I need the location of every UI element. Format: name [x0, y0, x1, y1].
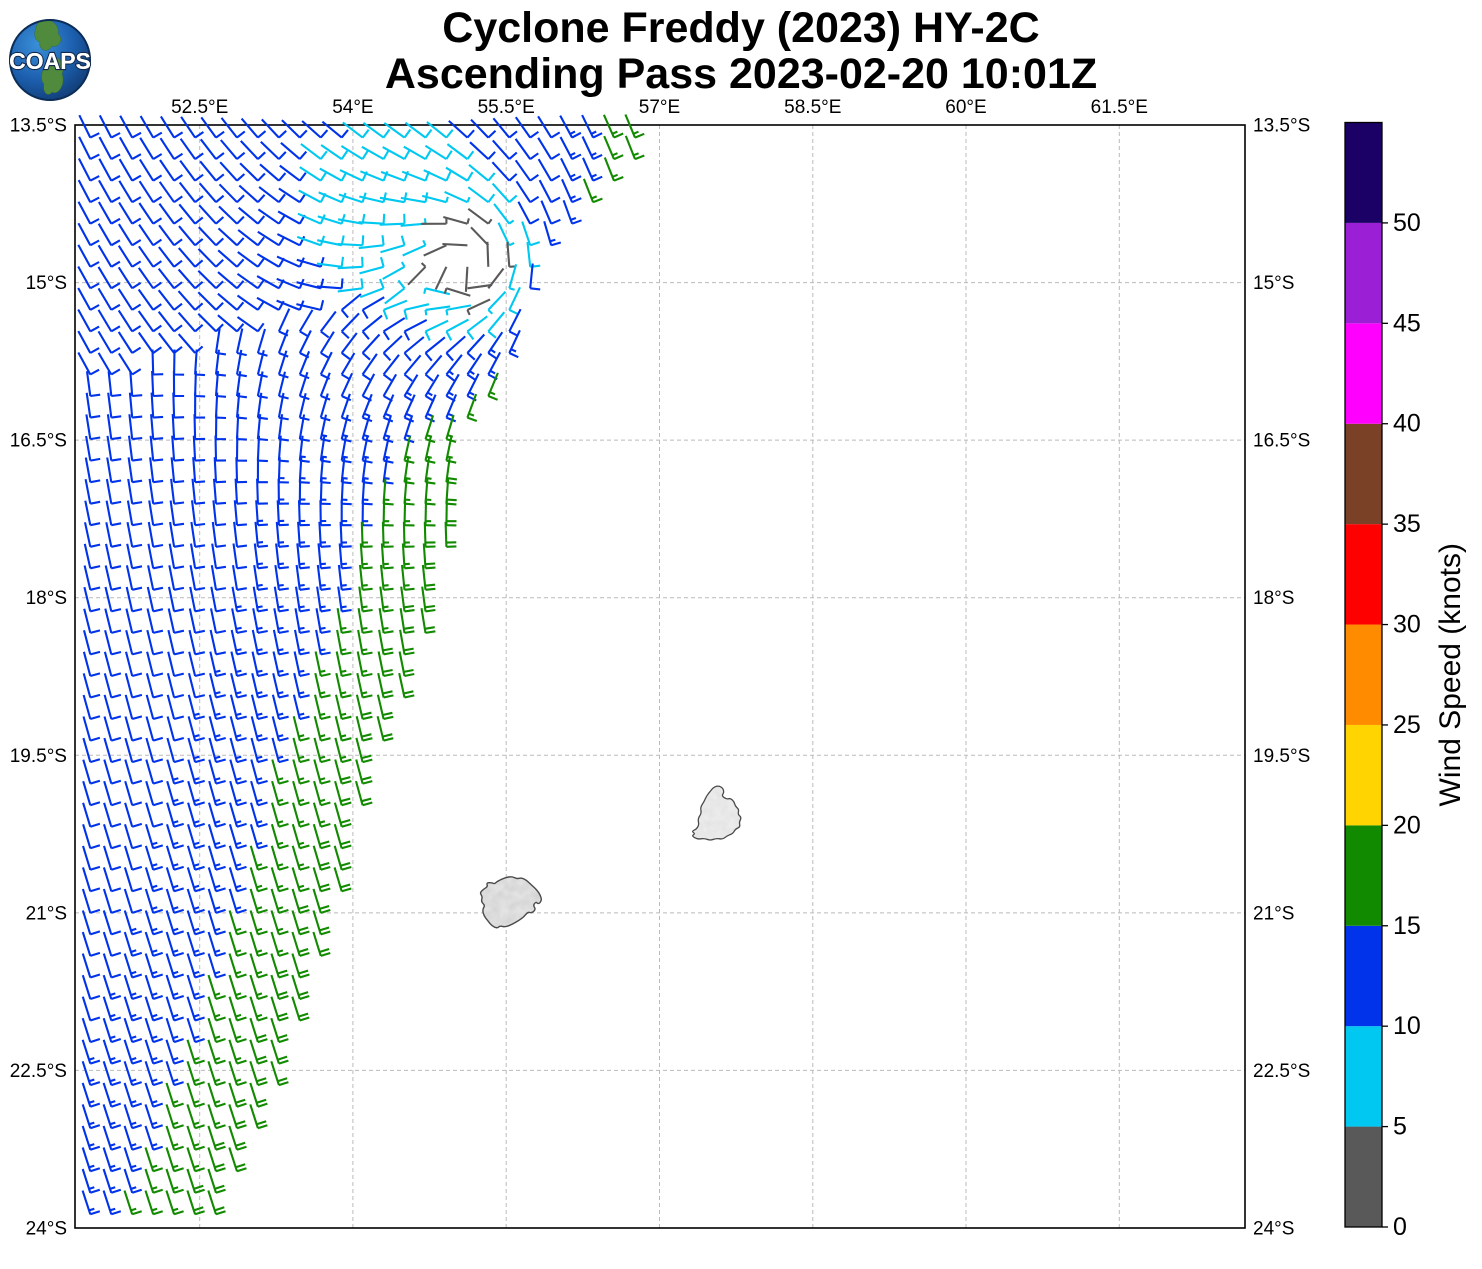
svg-text:21°S: 21°S — [26, 903, 67, 924]
svg-text:Cyclone Freddy (2023) HY-2C: Cyclone Freddy (2023) HY-2C — [442, 4, 1039, 52]
svg-text:18°S: 18°S — [26, 588, 67, 609]
svg-text:22.5°S: 22.5°S — [1253, 1061, 1310, 1082]
svg-text:30: 30 — [1393, 611, 1421, 639]
svg-text:18°S: 18°S — [1253, 588, 1294, 609]
svg-text:Ascending Pass 2023-02-20 10:0: Ascending Pass 2023-02-20 10:01Z — [385, 50, 1097, 98]
svg-text:20: 20 — [1393, 811, 1421, 839]
svg-text:58.5°E: 58.5°E — [784, 97, 841, 118]
svg-text:57°E: 57°E — [639, 97, 680, 118]
svg-text:25: 25 — [1393, 711, 1421, 739]
svg-text:10: 10 — [1393, 1012, 1421, 1040]
svg-text:21°S: 21°S — [1253, 903, 1294, 924]
svg-text:54°E: 54°E — [332, 97, 373, 118]
svg-text:19.5°S: 19.5°S — [1253, 746, 1310, 767]
svg-text:24°S: 24°S — [1253, 1219, 1294, 1240]
svg-text:50: 50 — [1393, 209, 1421, 237]
svg-text:16.5°S: 16.5°S — [1253, 431, 1310, 452]
svg-text:55.5°E: 55.5°E — [478, 97, 535, 118]
svg-text:COAPS: COAPS — [9, 48, 91, 74]
svg-text:13.5°S: 13.5°S — [1253, 116, 1310, 137]
svg-text:22.5°S: 22.5°S — [10, 1061, 67, 1082]
svg-text:0: 0 — [1393, 1213, 1407, 1241]
svg-text:24°S: 24°S — [26, 1219, 67, 1240]
svg-text:Wind Speed (knots): Wind Speed (knots) — [1434, 543, 1467, 806]
svg-text:61.5°E: 61.5°E — [1091, 97, 1148, 118]
svg-text:15°S: 15°S — [1253, 273, 1294, 294]
svg-text:5: 5 — [1393, 1113, 1407, 1141]
svg-text:16.5°S: 16.5°S — [10, 431, 67, 452]
svg-text:15: 15 — [1393, 912, 1421, 940]
svg-text:40: 40 — [1393, 410, 1421, 438]
svg-text:52.5°E: 52.5°E — [171, 97, 228, 118]
svg-text:13.5°S: 13.5°S — [10, 116, 67, 137]
svg-text:60°E: 60°E — [945, 97, 986, 118]
svg-text:19.5°S: 19.5°S — [10, 746, 67, 767]
svg-text:45: 45 — [1393, 309, 1421, 337]
svg-text:15°S: 15°S — [26, 273, 67, 294]
svg-text:35: 35 — [1393, 510, 1421, 538]
